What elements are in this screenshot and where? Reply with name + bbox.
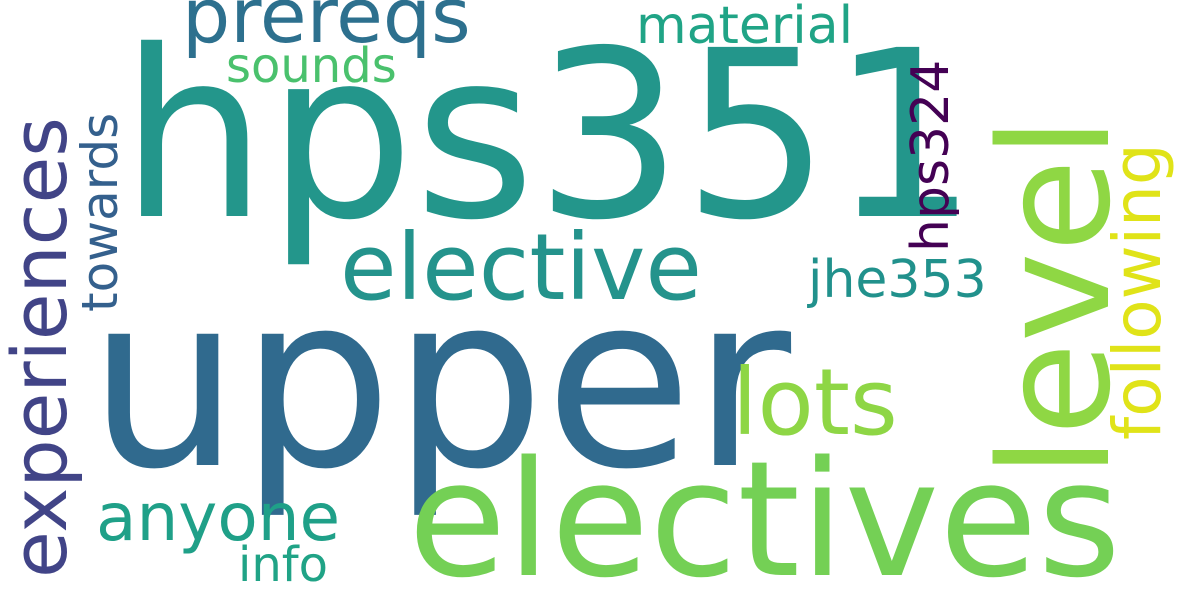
word-anyone: anyone — [96, 479, 341, 556]
word-towards: towards — [71, 112, 129, 312]
word-jhe353: jhe353 — [808, 250, 987, 310]
word-experiences: experiences — [0, 117, 84, 578]
word-following: following — [1099, 143, 1176, 440]
word-upper: upper — [88, 242, 792, 522]
word-lots: lots — [732, 349, 898, 456]
word-hps351: hps351 — [120, 1, 978, 271]
word-sounds: sounds — [226, 38, 397, 94]
word-prereqs: prereqs — [182, 0, 471, 60]
word-material: material — [636, 0, 854, 56]
word-elective: elective — [340, 214, 703, 321]
word-electives: electives — [408, 426, 1121, 600]
word-info: info — [238, 537, 329, 593]
word-hps324: hps324 — [901, 59, 961, 252]
